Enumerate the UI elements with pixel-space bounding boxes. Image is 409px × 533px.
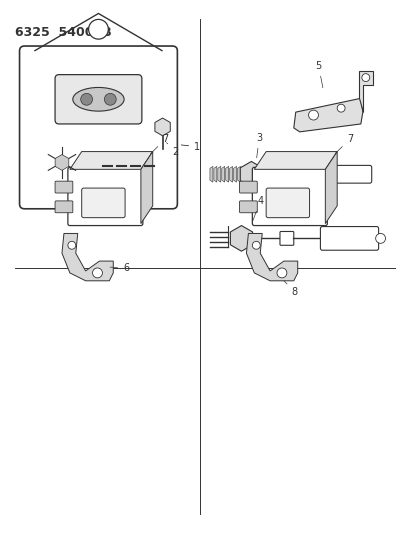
- Polygon shape: [233, 166, 236, 182]
- Polygon shape: [221, 166, 224, 182]
- FancyBboxPatch shape: [68, 167, 142, 225]
- Polygon shape: [254, 151, 336, 169]
- FancyBboxPatch shape: [20, 46, 177, 209]
- FancyBboxPatch shape: [55, 75, 142, 124]
- Text: 6: 6: [110, 263, 129, 273]
- FancyBboxPatch shape: [265, 188, 309, 217]
- FancyBboxPatch shape: [252, 167, 326, 225]
- Circle shape: [68, 241, 76, 249]
- Polygon shape: [225, 166, 228, 182]
- Polygon shape: [209, 166, 212, 182]
- Circle shape: [92, 268, 102, 278]
- Polygon shape: [217, 166, 220, 182]
- Circle shape: [81, 93, 92, 105]
- Polygon shape: [141, 151, 152, 223]
- Text: 6325  5400  B: 6325 5400 B: [15, 26, 111, 39]
- Polygon shape: [230, 225, 252, 251]
- Text: 1: 1: [181, 142, 200, 151]
- Polygon shape: [237, 166, 240, 182]
- Polygon shape: [229, 166, 232, 182]
- FancyBboxPatch shape: [328, 165, 371, 183]
- Polygon shape: [240, 161, 262, 187]
- Text: 8: 8: [283, 281, 297, 296]
- Polygon shape: [246, 233, 297, 281]
- FancyBboxPatch shape: [239, 201, 257, 213]
- Polygon shape: [55, 155, 69, 171]
- Polygon shape: [293, 98, 362, 132]
- Polygon shape: [62, 233, 113, 281]
- Polygon shape: [325, 151, 336, 223]
- Polygon shape: [155, 118, 170, 136]
- Text: 2: 2: [166, 143, 178, 157]
- FancyBboxPatch shape: [81, 188, 125, 217]
- Text: 5: 5: [315, 61, 322, 88]
- FancyBboxPatch shape: [55, 181, 73, 193]
- Circle shape: [336, 104, 344, 112]
- FancyBboxPatch shape: [79, 198, 118, 214]
- FancyBboxPatch shape: [55, 201, 73, 213]
- Circle shape: [308, 110, 318, 120]
- Circle shape: [276, 268, 286, 278]
- Polygon shape: [213, 166, 216, 182]
- Polygon shape: [70, 151, 152, 169]
- Circle shape: [104, 93, 116, 105]
- Circle shape: [88, 19, 108, 39]
- Polygon shape: [358, 71, 372, 112]
- Circle shape: [252, 241, 260, 249]
- Text: 3: 3: [256, 133, 262, 158]
- FancyBboxPatch shape: [279, 231, 293, 245]
- Circle shape: [375, 233, 384, 244]
- Circle shape: [361, 74, 369, 82]
- Ellipse shape: [73, 87, 124, 111]
- Text: 4: 4: [252, 196, 263, 222]
- FancyBboxPatch shape: [319, 227, 378, 250]
- Text: 7: 7: [151, 134, 169, 154]
- FancyBboxPatch shape: [239, 181, 257, 193]
- Text: 7: 7: [335, 134, 353, 154]
